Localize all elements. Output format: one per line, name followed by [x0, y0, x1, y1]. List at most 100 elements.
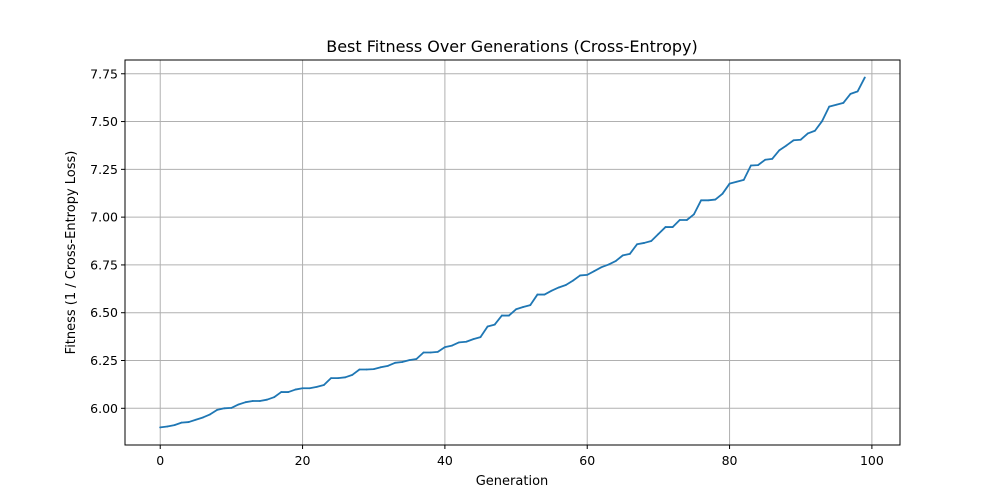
data-point [493, 323, 496, 326]
data-point [757, 164, 759, 167]
data-point [522, 306, 525, 308]
data-point [330, 377, 332, 379]
y-axis-label: Fitness (1 / Cross-Entropy Loss) [64, 151, 79, 355]
data-point [308, 387, 311, 390]
x-tick-label: 80 [722, 453, 738, 468]
data-point [764, 158, 767, 161]
data-point [415, 358, 418, 360]
y-tick-label: 6.25 [90, 353, 118, 368]
x-tick-label: 60 [579, 453, 595, 468]
data-point [251, 400, 254, 402]
data-point [451, 344, 453, 347]
data-point [379, 366, 382, 369]
data-point [607, 263, 610, 266]
data-point [230, 407, 233, 409]
data-point [216, 408, 219, 411]
plot-frame [124, 59, 901, 446]
series-layer [159, 76, 866, 429]
data-point [443, 346, 446, 349]
data-point [266, 398, 268, 401]
y-tick-label: 6.50 [90, 305, 118, 320]
data-point [166, 425, 169, 428]
data-point [629, 252, 631, 255]
data-point [771, 157, 774, 160]
x-tick-label: 100 [860, 453, 884, 468]
data-point [479, 336, 482, 339]
data-point [863, 76, 866, 79]
data-point [436, 351, 439, 353]
y-tick-label: 7.50 [90, 114, 118, 129]
data-point [849, 92, 852, 95]
data-point [337, 377, 340, 379]
data-point [529, 304, 532, 306]
grid [125, 60, 900, 445]
data-point [806, 132, 809, 135]
data-point [401, 361, 404, 363]
data-point [543, 293, 546, 296]
fitness-data-points [159, 76, 866, 429]
data-point [842, 101, 845, 104]
data-point [472, 338, 475, 340]
data-point [657, 233, 660, 235]
data-point [358, 368, 361, 371]
data-point [287, 391, 290, 393]
data-point [194, 418, 197, 421]
data-point [159, 426, 162, 429]
data-point [209, 413, 211, 416]
data-point [799, 138, 802, 141]
y-tick-label: 6.75 [90, 257, 118, 272]
data-point [671, 226, 674, 228]
data-point [593, 270, 596, 272]
x-axis-ticks: 0 20 40 60 80 100 [156, 445, 884, 468]
data-point [693, 213, 695, 216]
chart-title: Best Fitness Over Generations (Cross-Ent… [326, 37, 698, 56]
data-point [294, 388, 297, 391]
data-point [202, 416, 204, 419]
data-point [429, 351, 432, 354]
data-point [814, 129, 816, 132]
data-point [344, 376, 347, 379]
y-tick-label: 7.25 [90, 162, 118, 177]
y-tick-label: 6.00 [90, 401, 118, 416]
fitness-series-line [159, 76, 866, 429]
data-point [750, 164, 752, 167]
data-point [244, 401, 247, 404]
data-point [187, 421, 190, 423]
data-point [536, 293, 539, 296]
data-point [180, 421, 183, 424]
data-point [223, 407, 226, 410]
y-tick-label: 7.75 [90, 66, 118, 81]
data-point [508, 314, 510, 317]
data-point [323, 384, 325, 386]
data-point [465, 340, 468, 343]
data-point [351, 373, 354, 376]
data-point [600, 266, 603, 269]
data-point [586, 273, 589, 276]
x-tick-label: 20 [295, 453, 311, 468]
data-point [778, 149, 781, 152]
data-point [835, 103, 838, 106]
data-point [685, 219, 688, 221]
data-point [742, 178, 745, 181]
data-point [387, 364, 389, 367]
data-point [550, 289, 553, 292]
data-point [280, 391, 283, 393]
data-point [315, 385, 318, 388]
data-point [572, 279, 574, 282]
data-point [486, 325, 489, 328]
data-point [636, 243, 638, 246]
data-point [621, 254, 624, 257]
data-point [237, 403, 240, 406]
data-point [664, 226, 667, 228]
data-point [173, 424, 176, 427]
data-point [500, 314, 503, 317]
data-point [721, 192, 724, 195]
y-axis-ticks: 6.00 6.25 6.50 6.75 7.00 7.25 7.50 7.75 [90, 66, 125, 416]
data-point [707, 199, 710, 202]
data-point [365, 368, 368, 371]
data-point [301, 387, 304, 390]
data-point [408, 359, 411, 362]
data-point [458, 341, 461, 344]
data-point [714, 198, 717, 201]
